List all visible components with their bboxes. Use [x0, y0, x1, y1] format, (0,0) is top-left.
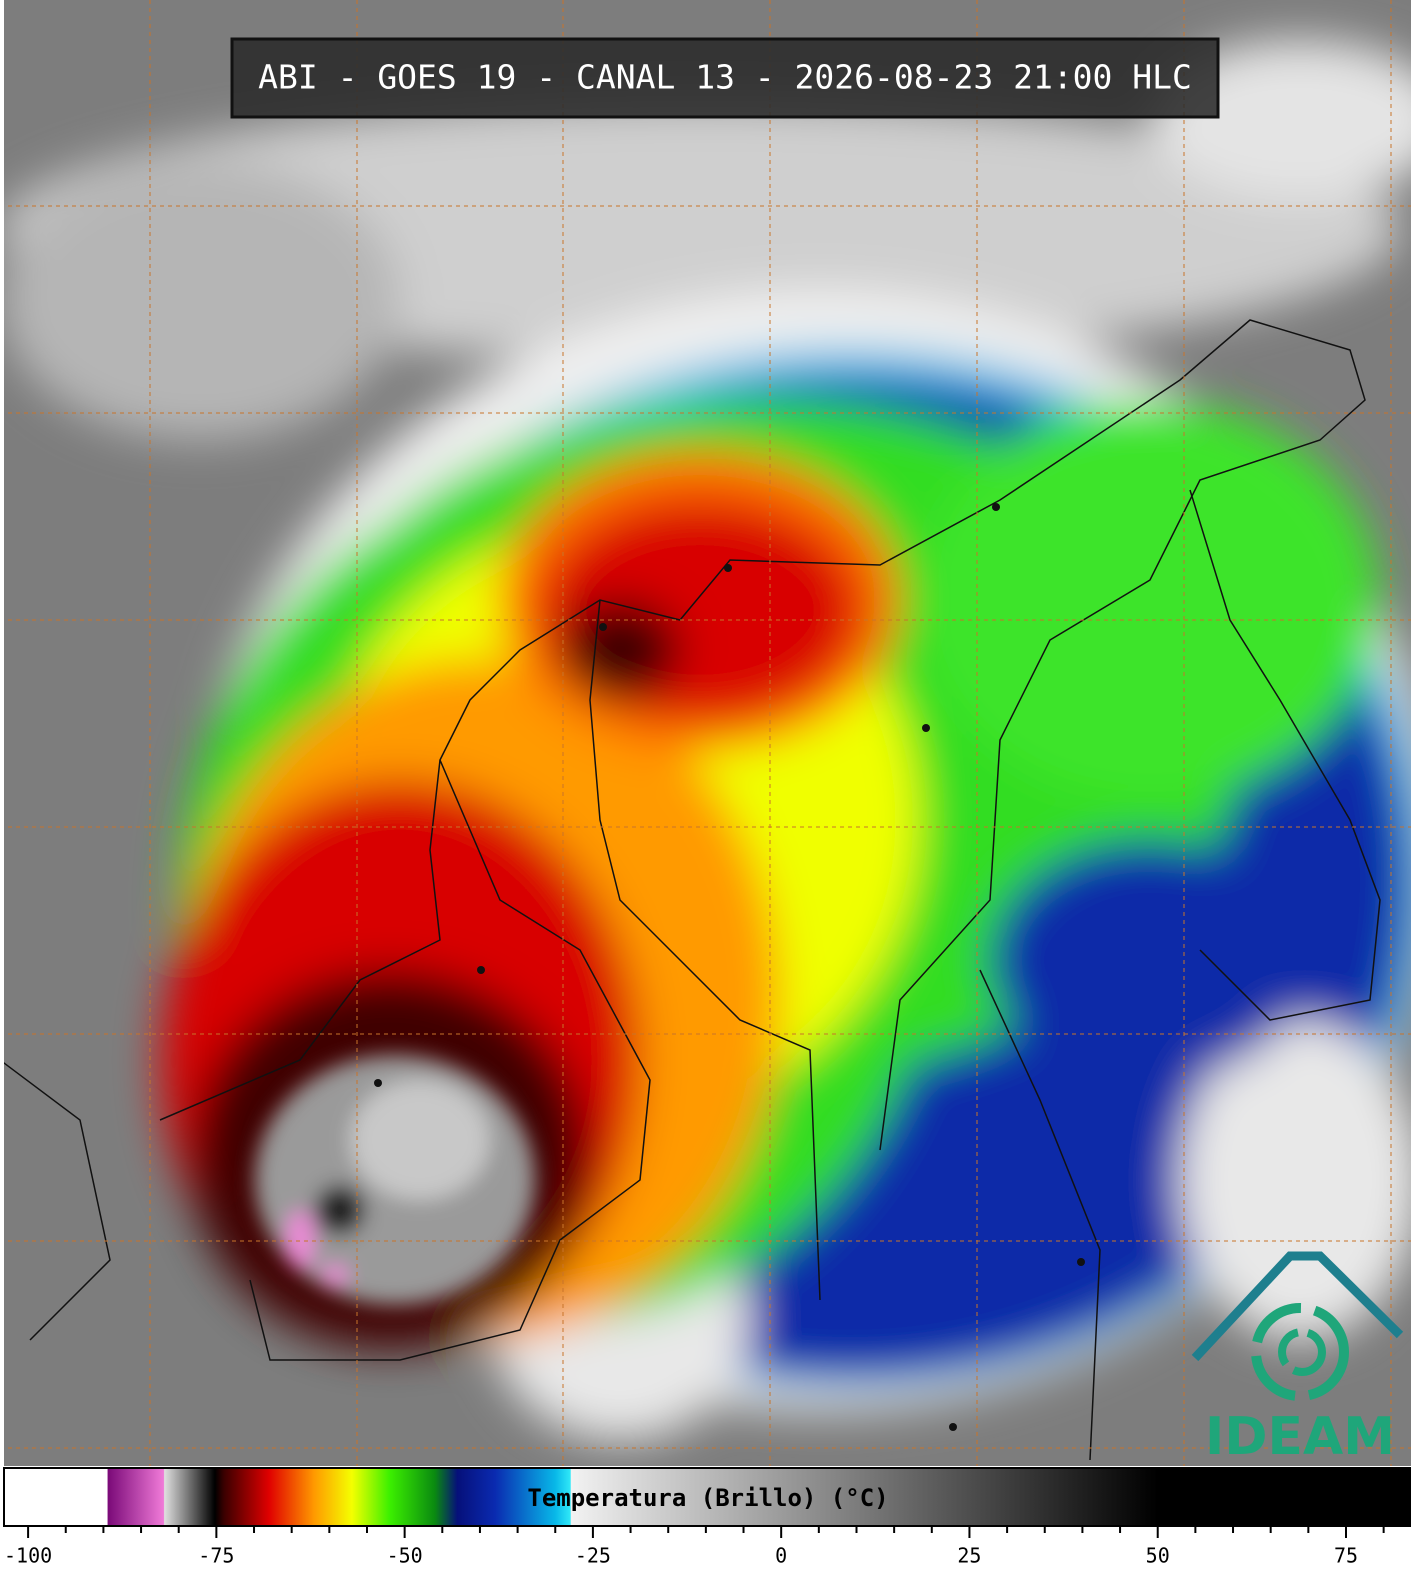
colorbar: [3, 1467, 1411, 1527]
tick-label: 25: [957, 1544, 981, 1568]
title-box: [230, 37, 1220, 119]
tick-label: 75: [1334, 1544, 1358, 1568]
tick-label: -50: [387, 1544, 423, 1568]
tick-label: -25: [575, 1544, 611, 1568]
title: ABI - GOES 19 - CANAL 13 - 2026-08-23 21…: [258, 58, 1192, 97]
colorbar-label: Temperatura (Brillo) (°C): [527, 1484, 888, 1512]
colorbar-axis: -100 -75 -50 -25 0 25 50 75: [4, 1526, 1385, 1568]
logo-text: IDEAM: [1205, 1407, 1395, 1467]
cities: [374, 503, 1085, 1431]
tick-label: 0: [775, 1544, 787, 1568]
tick-label: -100: [4, 1544, 52, 1568]
satellite-image: [4, 0, 1411, 1466]
tick-label: -75: [198, 1544, 234, 1568]
logo: IDEAM: [1191, 1251, 1404, 1467]
borders: [4, 319, 1381, 1461]
tick-label: 50: [1146, 1544, 1170, 1568]
